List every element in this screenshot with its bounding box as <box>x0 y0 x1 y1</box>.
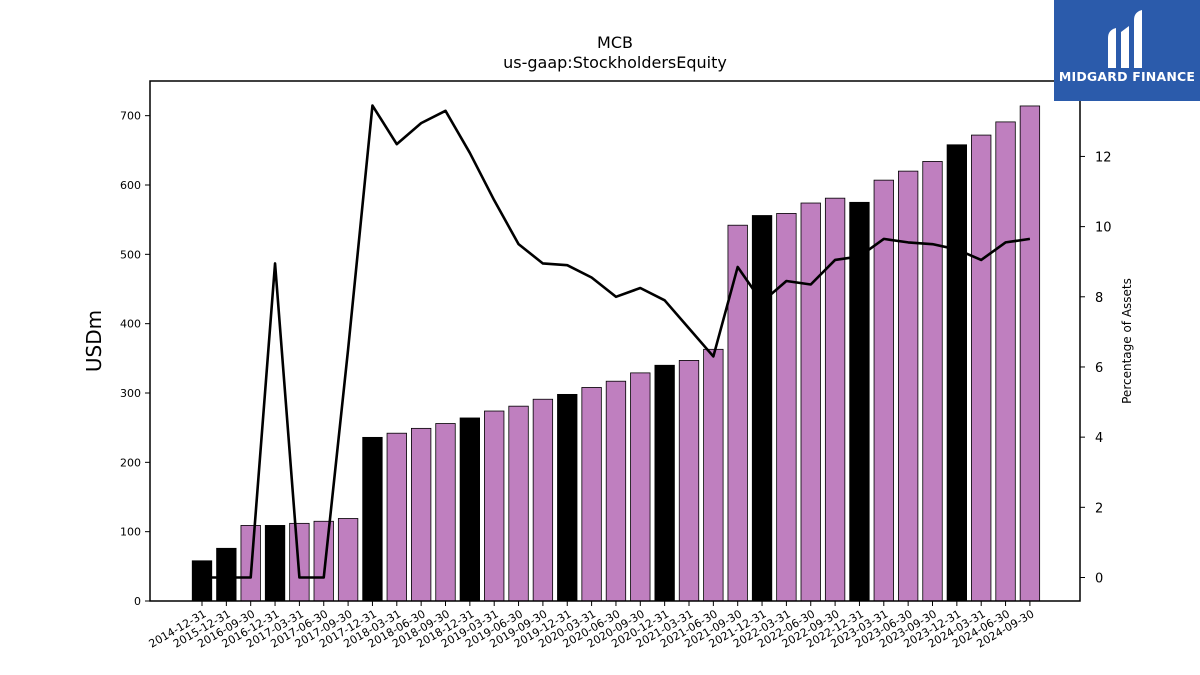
y-tick-label: 0 <box>134 595 141 608</box>
bar <box>971 134 992 602</box>
y-tick-label: 500 <box>120 248 141 261</box>
bar <box>459 417 481 602</box>
y-tick-label: 400 <box>120 318 141 331</box>
bar <box>800 202 821 602</box>
bar <box>605 380 627 602</box>
bar <box>216 547 237 602</box>
bar <box>264 525 286 602</box>
bar <box>386 432 407 602</box>
y2-tick-label: 0 <box>1095 571 1103 586</box>
bar-series <box>191 105 1041 602</box>
chart-subtitle: us-gaap:StockholdersEquity <box>503 53 727 72</box>
bar <box>1019 105 1041 602</box>
bar <box>727 224 748 602</box>
bar <box>776 213 797 602</box>
bar <box>532 398 554 602</box>
y2-tick-label: 8 <box>1095 291 1103 306</box>
bar <box>678 360 700 602</box>
bar <box>751 215 773 602</box>
y2-tick-label: 6 <box>1095 361 1103 376</box>
bar <box>557 393 578 602</box>
y-tick-label: 700 <box>120 110 141 123</box>
chart-title: MCB <box>597 33 633 52</box>
bar <box>849 201 870 602</box>
y-tick-label: 200 <box>120 456 141 469</box>
bar <box>435 423 456 602</box>
y2-tick-label: 10 <box>1095 221 1112 236</box>
brand-name: MIDGARD FINANCE <box>1058 69 1196 84</box>
midgard-finance-logo: MIDGARD FINANCE <box>1054 0 1200 101</box>
bar <box>630 372 651 602</box>
bar <box>654 364 675 602</box>
bar <box>410 427 432 602</box>
bar <box>313 520 334 602</box>
bar <box>703 348 724 602</box>
line-series <box>202 104 1031 579</box>
midgard-logo-icon <box>1108 10 1142 68</box>
percentage-of-assets-line <box>202 104 1031 579</box>
bar <box>995 121 1016 602</box>
y-tick-label: 100 <box>120 526 141 539</box>
y-tick-label: 600 <box>120 179 141 192</box>
y-axis-label: USDm <box>82 310 106 372</box>
y-tick-label: 300 <box>120 387 141 400</box>
bar <box>484 410 505 602</box>
bar <box>337 518 359 602</box>
bar <box>898 170 919 602</box>
bar <box>581 387 602 602</box>
y2-tick-label: 4 <box>1095 431 1103 446</box>
bar <box>191 560 213 602</box>
y2-axis-label: Percentage of Assets <box>1120 278 1134 404</box>
bar <box>362 436 383 602</box>
y2-tick-label: 12 <box>1095 150 1112 165</box>
y2-tick-label: 2 <box>1095 501 1103 516</box>
plot-frame <box>149 80 1081 602</box>
bar <box>508 405 529 602</box>
bar <box>922 161 943 602</box>
axes: 01002003004005006007000246810122014-12-3… <box>120 80 1112 651</box>
bar <box>946 144 967 602</box>
